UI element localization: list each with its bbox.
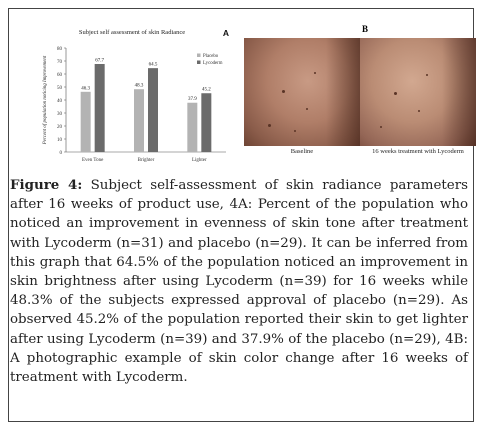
y-tick-label: 10	[57, 138, 63, 143]
bar-value-label: 64.5	[149, 63, 158, 68]
bar-placebo	[187, 102, 198, 152]
legend-swatch	[197, 60, 201, 64]
y-tick-label: 70	[57, 60, 63, 65]
bar-value-label: 46.3	[81, 86, 90, 91]
bar-placebo	[134, 89, 144, 152]
legend-label: Placebo	[203, 54, 219, 59]
bar-placebo	[80, 91, 91, 152]
chart-title: Subject self assessment of skin Radiance	[79, 29, 185, 36]
bar-value-label: 37.9	[188, 97, 197, 102]
bar-value-label: 45.2	[202, 88, 211, 93]
y-tick-label: 80	[57, 47, 63, 52]
treated-photo	[360, 38, 476, 146]
baseline-photo	[244, 38, 360, 146]
bar-lycoderm	[201, 93, 212, 152]
y-tick-label: 20	[57, 125, 63, 130]
y-tick-label: 0	[60, 151, 63, 156]
bar-lycoderm	[94, 63, 105, 152]
x-tick-label: Lighter	[192, 158, 207, 163]
x-tick-label: Even Tone	[82, 158, 104, 163]
legend-label: Lycoderm	[203, 61, 223, 66]
bar-value-label: 48.3	[135, 84, 144, 89]
y-tick-label: 30	[57, 112, 63, 117]
y-axis-title: Percent of population noticing Improveme…	[43, 55, 48, 145]
x-tick-label: Brighter	[138, 158, 155, 163]
photo-captions: Baseline 16 weeks treatment with Lycoder…	[244, 148, 476, 155]
y-tick-label: 60	[57, 73, 63, 78]
y-tick-label: 50	[57, 86, 63, 91]
figure-caption: Figure 4: Subject self-assessment of ski…	[10, 176, 468, 387]
photo-panel-label: B	[362, 24, 369, 34]
figure-label: Figure 4:	[10, 177, 83, 193]
legend-swatch	[197, 53, 201, 57]
figure-caption-text: Subject self-assessment of skin radiance…	[10, 178, 468, 386]
bar-chart: Subject self assessment of skin Radiance…	[43, 28, 229, 163]
skin-photo-comparison	[244, 38, 476, 146]
bar-value-label: 67.7	[95, 58, 104, 63]
treated-caption: 16 weeks treatment with Lycoderm	[372, 148, 464, 155]
bar-lycoderm	[148, 68, 158, 152]
y-tick-label: 40	[57, 99, 63, 104]
baseline-caption: Baseline	[290, 148, 314, 155]
chart-panel-label: A	[223, 28, 229, 38]
